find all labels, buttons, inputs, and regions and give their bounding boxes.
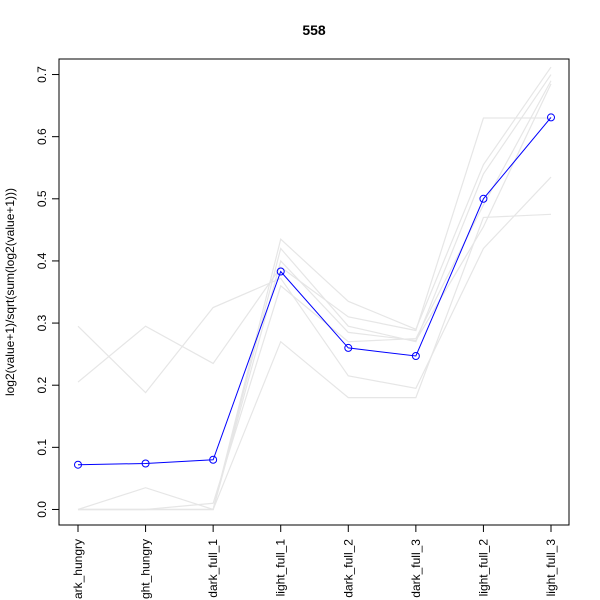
data-point bbox=[141, 459, 150, 468]
x-tick-label: ght_hungry bbox=[139, 539, 153, 599]
background-line bbox=[77, 66, 552, 511]
y-tick-label: 0.7 bbox=[35, 66, 49, 83]
y-axis: 0.0 0.1 0.2 0.3 0.4 0.5 0.6 0.7 bbox=[35, 66, 60, 518]
y-tick-label: 0.1 bbox=[35, 439, 49, 456]
x-tick-label: light_full_1 bbox=[274, 539, 288, 597]
data-point bbox=[411, 351, 420, 360]
highlight-line bbox=[77, 117, 552, 466]
data-point bbox=[344, 343, 353, 352]
chart-title: 558 bbox=[302, 22, 326, 38]
highlight-series bbox=[74, 113, 555, 469]
y-tick-label: 0.0 bbox=[35, 501, 49, 518]
x-tick-label: dark_full_2 bbox=[341, 539, 355, 598]
background-line bbox=[77, 176, 552, 394]
data-point bbox=[547, 113, 555, 122]
x-tick-label: dark_full_1 bbox=[206, 539, 220, 598]
data-point bbox=[479, 194, 488, 203]
background-line bbox=[77, 117, 551, 383]
y-tick-label: 0.6 bbox=[35, 128, 49, 145]
x-axis: ark_hungry ght_hungry dark_full_1 light_ful… bbox=[71, 524, 558, 599]
data-point bbox=[209, 455, 218, 464]
y-axis-label: log2(value+1)/sqrt(sum(log2(value+1))) bbox=[3, 188, 17, 396]
x-tick-label: light_full_3 bbox=[544, 539, 558, 597]
data-point bbox=[276, 267, 285, 276]
y-tick-label: 0.5 bbox=[35, 190, 49, 207]
x-tick-label: light_full_2 bbox=[476, 539, 490, 597]
background-line bbox=[78, 80, 552, 511]
y-tick-label: 0.2 bbox=[35, 377, 49, 394]
x-tick-label: dark_full_3 bbox=[409, 539, 423, 598]
background-lines bbox=[77, 66, 552, 511]
y-tick-label: 0.4 bbox=[35, 252, 49, 269]
data-point bbox=[74, 460, 82, 469]
y-tick-label: 0.3 bbox=[35, 314, 49, 331]
background-line bbox=[78, 83, 552, 511]
x-tick-label: ark_hungry bbox=[71, 539, 85, 599]
